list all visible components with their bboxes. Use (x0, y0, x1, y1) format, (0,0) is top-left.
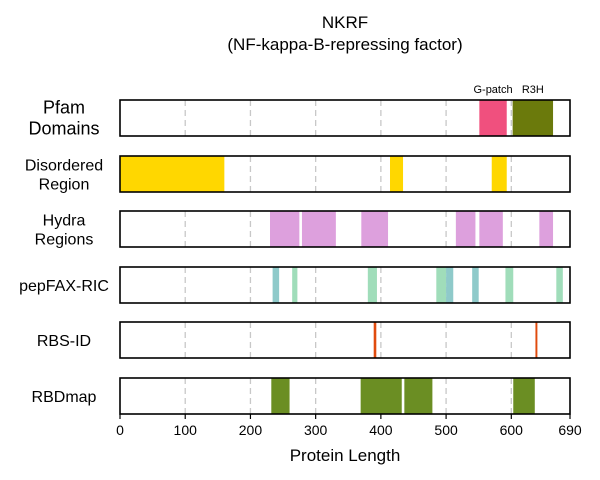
pfam-segment-1 (512, 100, 554, 136)
rbdmap-segment-0 (271, 378, 290, 414)
chart-title-line-2: (NF-kappa-B-repressing factor) (227, 35, 462, 54)
x-tick-label-300: 300 (304, 422, 328, 438)
track-rbsid: RBS-ID (37, 321, 571, 359)
pfam-segment-label-1: R3H (522, 84, 544, 96)
disordered-segment-1 (390, 156, 404, 192)
track-label-disordered-1: Region (39, 177, 90, 194)
track-label-hydra-0: Hydra (43, 213, 86, 230)
x-tick-label-400: 400 (369, 422, 393, 438)
track-frame-pfam (119, 99, 571, 137)
rbdmap-segment-1 (360, 378, 402, 414)
track-pepfax: pepFAX-RIC (19, 266, 571, 304)
x-tick-label-690: 690 (558, 422, 582, 438)
x-tick-label-200: 200 (239, 422, 263, 438)
track-frame-pepfax (119, 266, 571, 304)
track-frame-rbsid (119, 321, 571, 359)
track-disordered: Disordered Region (25, 155, 571, 194)
pepfax-segment-0 (272, 267, 280, 303)
x-tick-label-0: 0 (116, 422, 124, 438)
x-axis: 0 100 200 300 400 500 600 690 (116, 414, 582, 438)
chart-title: NKRF (NF-kappa-B-repressing factor) (227, 13, 462, 54)
track-label-hydra-1: Regions (35, 232, 94, 249)
pepfax-segment-6 (505, 267, 514, 303)
track-label-pfam-1: Domains (28, 119, 99, 139)
hydra-segment-0 (270, 211, 300, 247)
pepfax-segment-2 (367, 267, 377, 303)
rbdmap-segment-3 (513, 378, 535, 414)
pepfax-segment-4 (446, 267, 454, 303)
track-label-pepfax-0: pepFAX-RIC (19, 278, 109, 295)
rbsid-segment-0 (373, 322, 377, 358)
track-label-rbdmap-0: RBDmap (32, 389, 97, 406)
chart-title-line-1: NKRF (322, 13, 368, 32)
track-hydra: Hydra Regions (35, 210, 571, 249)
hydra-segment-5 (539, 211, 554, 247)
track-label-rbsid-0: RBS-ID (37, 333, 91, 350)
disordered-segment-0 (120, 156, 225, 192)
pepfax-segment-3 (436, 267, 447, 303)
rbsid-segment-1 (535, 322, 538, 358)
hydra-segment-4 (479, 211, 503, 247)
rbdmap-segment-2 (404, 378, 433, 414)
track-label-pfam-0: Pfam (43, 98, 85, 118)
x-tick-label-600: 600 (500, 422, 524, 438)
track-frame-rbdmap (119, 377, 571, 415)
hydra-segment-3 (455, 211, 476, 247)
pepfax-segment-7 (556, 267, 563, 303)
hydra-segment-1 (301, 211, 336, 247)
pepfax-segment-1 (292, 267, 298, 303)
pepfax-segment-5 (472, 267, 479, 303)
x-tick-label-500: 500 (434, 422, 458, 438)
hydra-segment-2 (361, 211, 389, 247)
x-axis-label: Protein Length (290, 446, 401, 465)
x-tick-label-100: 100 (174, 422, 198, 438)
pfam-segment-0 (479, 100, 507, 136)
track-rbdmap: RBDmap (32, 377, 571, 415)
track-label-disordered-0: Disordered (25, 158, 103, 175)
disordered-segment-2 (491, 156, 507, 192)
track-frame-disordered (119, 155, 571, 193)
pfam-segment-label-0: G-patch (473, 84, 512, 96)
track-frame-hydra (119, 210, 571, 248)
